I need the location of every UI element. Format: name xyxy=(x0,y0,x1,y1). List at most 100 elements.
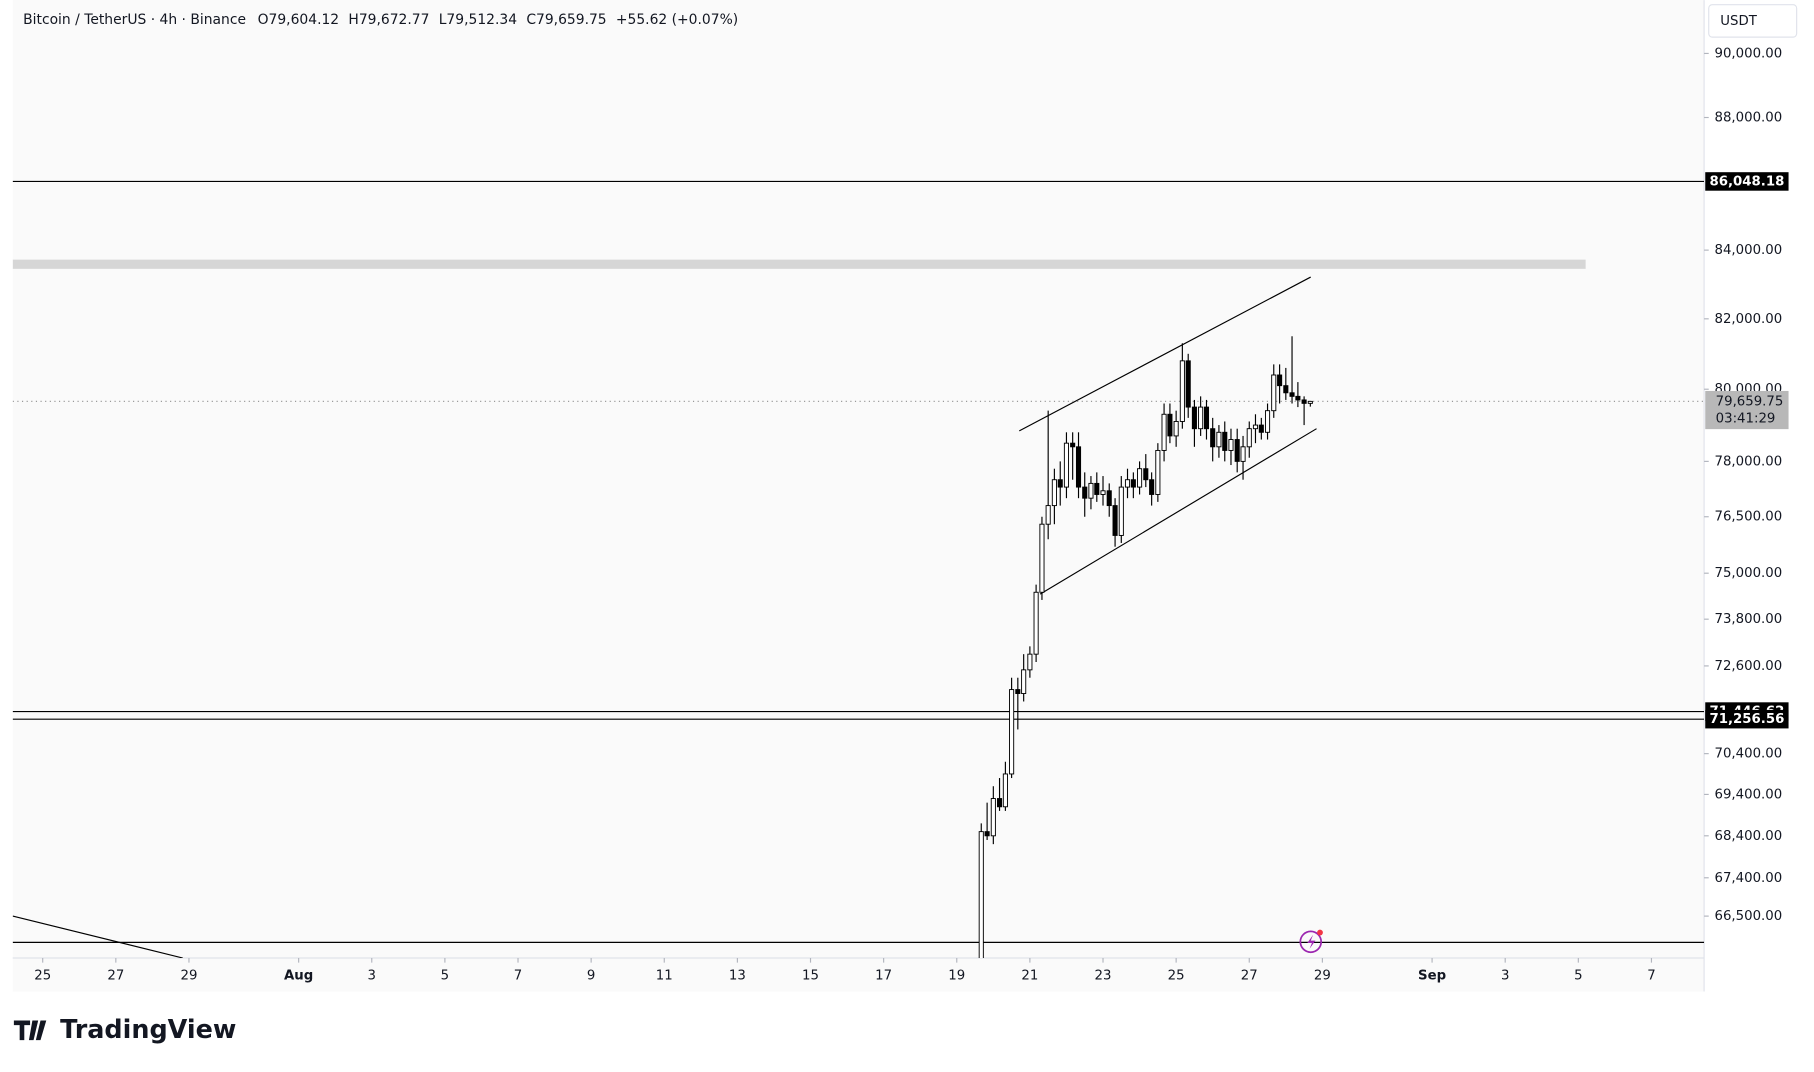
plot xyxy=(12,180,1705,958)
candle-body xyxy=(1191,406,1197,430)
y-tick-label: 82,000.00 xyxy=(1715,312,1783,327)
candle-body xyxy=(1155,449,1161,495)
price-level-tag xyxy=(1705,709,1789,729)
candle-body xyxy=(1075,446,1082,488)
logo: TradingView xyxy=(13,1015,236,1045)
x-tick-label: 5 xyxy=(441,968,449,983)
candle-body xyxy=(1045,505,1051,525)
x-tick-label: 7 xyxy=(514,968,522,983)
x-tick-label: 7 xyxy=(1647,968,1655,983)
axes: 90,000.0088,000.0084,000.0082,000.0080,0… xyxy=(34,46,1789,983)
candle-body xyxy=(1130,479,1136,488)
ohlc-value: O79,604.12 xyxy=(258,12,340,28)
candle-body xyxy=(1051,479,1057,507)
currency-box[interactable] xyxy=(1708,4,1798,38)
candle-body xyxy=(1167,413,1173,437)
price-level-tag xyxy=(1705,172,1789,191)
x-tick-label: 25 xyxy=(1168,968,1185,983)
x-tick-label: 29 xyxy=(180,968,197,983)
ohlc-value: H79,672.77 xyxy=(348,12,429,28)
candle-body xyxy=(1289,392,1295,397)
y-tick-label: 69,400.00 xyxy=(1715,787,1783,802)
header: Bitcoin / TetherUS · 4h · Binance O79,60… xyxy=(23,12,738,28)
symbol-title: Bitcoin / TetherUS · 4h · Binance xyxy=(23,12,246,28)
candle-body xyxy=(1039,523,1045,593)
x-tick-label: 19 xyxy=(948,968,965,983)
y-tick-label: 67,400.00 xyxy=(1715,871,1783,886)
candle-body xyxy=(1173,421,1179,437)
candle-body xyxy=(1088,482,1094,499)
x-tick-label: 27 xyxy=(1241,968,1258,983)
current-price-tag xyxy=(1705,390,1789,430)
candle-body xyxy=(1179,360,1185,422)
candle-body xyxy=(1295,395,1301,401)
x-tick-label: Sep xyxy=(1418,968,1446,983)
candle-body xyxy=(1149,479,1155,495)
candle-body xyxy=(1002,773,1008,808)
brand: TradingView xyxy=(60,1015,236,1045)
trendline xyxy=(1019,276,1311,432)
x-tick-label: Aug xyxy=(284,968,313,983)
x-tick-label: 9 xyxy=(587,968,595,983)
price-level-label: 71,256.56 xyxy=(1709,712,1784,727)
y-tick-label: 76,500.00 xyxy=(1715,510,1783,525)
candle-body xyxy=(1277,374,1283,387)
icon-bolt xyxy=(1307,934,1316,949)
trendline xyxy=(1039,428,1317,595)
candle-body xyxy=(1112,505,1118,536)
candle-body xyxy=(1252,424,1259,430)
y-tick-label: 90,000.00 xyxy=(1715,46,1783,61)
candle-body xyxy=(1240,446,1246,462)
icon-dot xyxy=(1317,929,1323,936)
y-tick-label: 70,400.00 xyxy=(1715,747,1783,762)
candle-body xyxy=(1264,410,1271,433)
x-tick-label: 21 xyxy=(1021,968,1038,983)
candle-body xyxy=(1063,442,1069,488)
x-tick-label: 17 xyxy=(875,968,892,983)
candle-body xyxy=(1203,406,1210,430)
candle-body xyxy=(1137,468,1143,488)
ohlc-value: +55.62 (+0.07%) xyxy=(616,12,738,28)
candle-body xyxy=(1021,669,1027,695)
candle-body xyxy=(984,831,990,837)
y-tick-label: 68,400.00 xyxy=(1715,829,1783,844)
currency: USDT xyxy=(1720,14,1757,29)
alert-icon xyxy=(1299,929,1323,954)
candle-body xyxy=(1185,360,1191,408)
price-level-label: 86,048.18 xyxy=(1709,174,1784,189)
zone xyxy=(12,259,1586,269)
candle-body xyxy=(990,798,996,837)
y-tick-label: 66,500.00 xyxy=(1715,909,1783,924)
candle-body xyxy=(1216,431,1222,448)
x-tick-label: 25 xyxy=(34,968,51,983)
current-price-label: 79,659.75 xyxy=(1716,394,1784,409)
candle-body xyxy=(1118,486,1124,536)
x-tick-label: 15 xyxy=(802,968,819,983)
candle-body xyxy=(1100,490,1106,495)
candle-body xyxy=(1258,424,1264,433)
candle-body xyxy=(1070,442,1076,448)
candle-body xyxy=(1124,479,1131,488)
candle-body xyxy=(1015,689,1021,695)
candle-body xyxy=(1094,482,1100,495)
candle-body xyxy=(1106,490,1112,507)
candle-body xyxy=(1057,479,1063,488)
y-tick-label: 88,000.00 xyxy=(1715,111,1783,126)
candle-body xyxy=(1228,439,1234,451)
candle-body xyxy=(1307,400,1313,404)
ohlc-value: L79,512.34 xyxy=(439,12,518,28)
candle-body xyxy=(1009,689,1015,775)
y-tick-label: 78,000.00 xyxy=(1715,454,1783,469)
trendline xyxy=(12,915,183,958)
x-tick-label: 11 xyxy=(656,968,673,983)
candle-body xyxy=(1222,431,1228,451)
x-tick-label: 29 xyxy=(1314,968,1331,983)
candle-body xyxy=(1301,399,1307,404)
x-tick-label: 27 xyxy=(107,968,124,983)
x-tick-label: 3 xyxy=(1501,968,1509,983)
candle-body xyxy=(1246,428,1252,448)
plot-area xyxy=(12,0,1705,992)
icon-ring xyxy=(1299,930,1323,954)
candle-body xyxy=(1283,385,1289,394)
